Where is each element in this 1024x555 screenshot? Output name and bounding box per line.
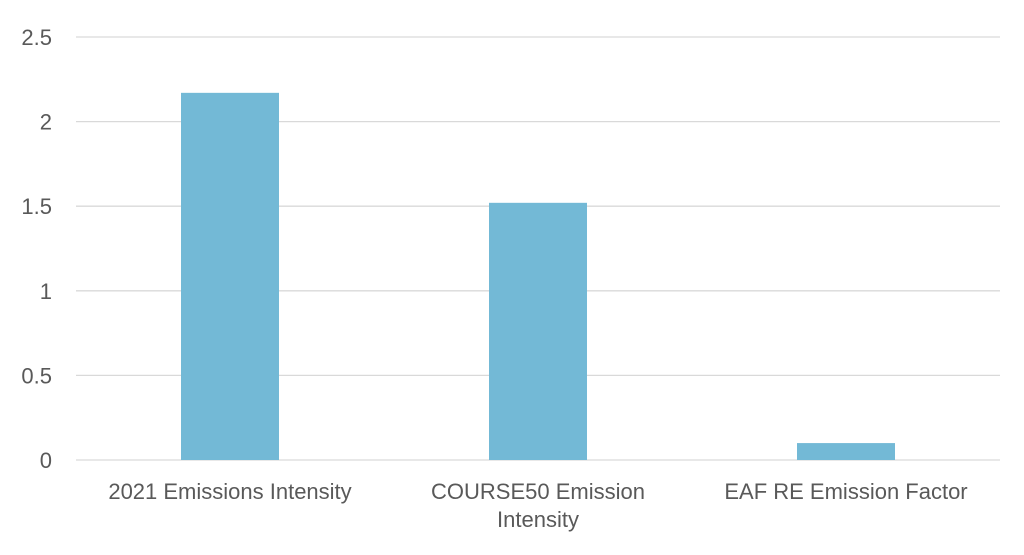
x-axis-tick-labels: 2021 Emissions Intensity COURSE50 Emissio…: [108, 479, 967, 532]
y-tick-label: 2.5: [21, 25, 52, 50]
bar: [181, 92, 279, 460]
x-tick-label: EAF RE Emission Factor: [724, 479, 967, 504]
bar: [489, 202, 587, 461]
y-axis-tick-labels: 0 0.5 1 1.5 2 2.5: [21, 25, 52, 473]
x-tick-label: 2021 Emissions Intensity: [108, 479, 351, 504]
y-tick-label: 1: [40, 279, 52, 304]
bars: [181, 92, 895, 461]
y-tick-label: 0.5: [21, 363, 52, 388]
x-tick-label: COURSE50 Emission Intensity: [431, 479, 645, 532]
y-tick-label: 1.5: [21, 194, 52, 219]
y-tick-label: 2: [40, 110, 52, 135]
bar: [797, 443, 895, 460]
y-tick-label: 0: [40, 448, 52, 473]
